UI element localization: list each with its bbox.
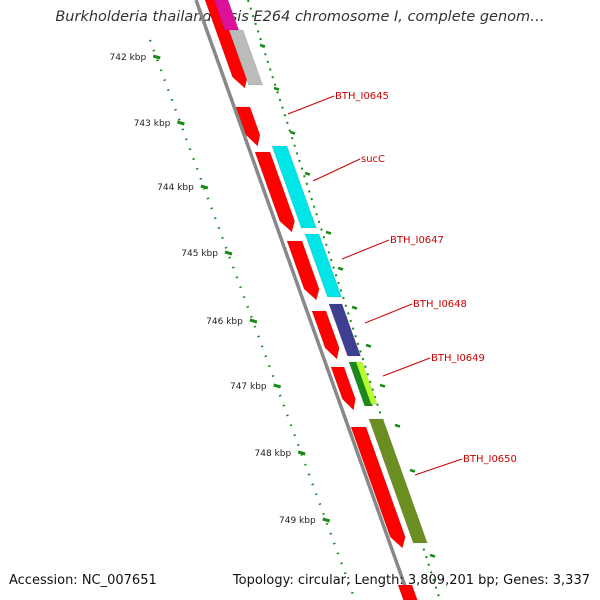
kbp-tick [322,517,331,523]
kbp-tick [273,383,282,389]
backbone-line [194,0,412,600]
accession-text: Accession: NC_007651 [9,573,157,588]
feature-band [348,361,374,407]
kbp-tick [297,450,306,456]
gene-label: BTH_I0649 [431,353,485,364]
border-tick [409,468,416,473]
gene-label: BTH_I0645 [335,91,389,102]
border-tick [429,553,436,558]
gene-leader-line [382,357,431,377]
kbp-tick [224,250,233,256]
kbp-tick [249,318,258,324]
feature-band [368,418,428,544]
genome-summary: Topology: circular; Length: 3,809,201 bp… [232,573,590,588]
border-tick [394,423,401,428]
gene-arrow [286,240,320,301]
border-tick [259,43,266,48]
gene-leader-line [287,95,335,115]
gene-label: BTH_I0647 [390,235,444,246]
feature-band [271,145,317,229]
gene-label: sucC [361,154,385,165]
kbp-label: 747 kbp [230,382,267,392]
kbp-label: 745 kbp [181,249,218,259]
border-tick [273,86,280,91]
kbp-label: 748 kbp [255,449,292,459]
kbp-label: 742 kbp [110,53,147,63]
outer-border-track [247,0,441,600]
feature-band [228,29,264,86]
gene-arrow [397,584,418,600]
border-tick [304,171,311,176]
border-tick [365,343,372,348]
kbp-label: 744 kbp [157,183,194,193]
gene-arrow [330,366,356,411]
gene-arrow [204,0,248,89]
border-tick [325,230,332,235]
kbp-label: 743 kbp [134,119,171,129]
gene-arrow [311,310,340,360]
kbp-tick [152,54,161,60]
feature-band [328,303,361,357]
border-tick [351,305,358,310]
gene-label: BTH_I0650 [463,454,517,465]
gene-arrow [254,151,295,233]
gene-leader-line [312,158,361,182]
gene-leader-line [341,239,390,260]
feature-band [304,233,342,298]
kbp-tick [176,120,185,126]
kbp-tick [200,184,209,190]
gene-leader-line [364,303,413,324]
gene-leader-line [414,458,463,476]
gene-arrow [235,106,261,147]
border-tick [289,130,296,135]
map-title: Burkholderia thailandensis E264 chromoso… [55,9,545,25]
border-tick [379,383,386,388]
border-tick [337,266,344,271]
gene-arrow [350,426,406,549]
kbp-label: 746 kbp [206,317,243,327]
gene-label: BTH_I0648 [413,299,467,310]
feature-band [355,361,378,405]
kbp-label: 749 kbp [279,516,316,526]
